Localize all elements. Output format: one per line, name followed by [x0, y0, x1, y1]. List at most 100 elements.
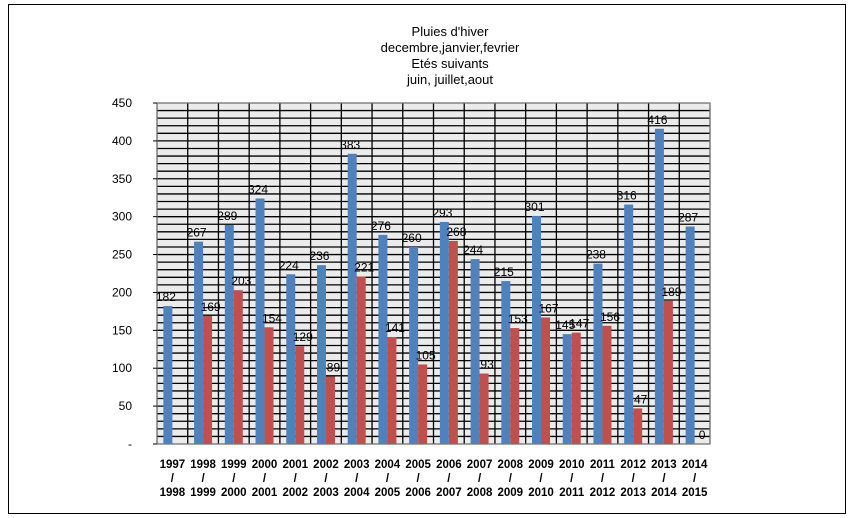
bar-summer — [325, 376, 335, 444]
data-label: 0 — [699, 428, 706, 442]
x-tick-label: / — [509, 473, 513, 485]
data-label: 416 — [647, 113, 667, 127]
bar-summer — [448, 240, 458, 444]
data-label: 147 — [569, 317, 589, 331]
bar-summer — [479, 373, 489, 444]
bar-winter — [163, 306, 173, 444]
x-tick-label: 2009 — [498, 487, 524, 499]
y-tick-label: 350 — [112, 172, 132, 186]
bar-winter — [532, 215, 542, 444]
bar-summer — [295, 346, 305, 444]
bar-summer — [264, 327, 274, 444]
y-tick-label: 250 — [112, 248, 132, 262]
x-tick-label: 2007 — [467, 459, 493, 471]
x-tick-label: / — [478, 473, 482, 485]
data-label: 236 — [309, 249, 329, 263]
bar-winter — [685, 226, 695, 444]
data-label: 287 — [678, 211, 698, 225]
x-tick-label: 2011 — [559, 487, 585, 499]
x-tick-label: / — [662, 473, 666, 485]
bar-winter — [316, 265, 326, 444]
data-label: 316 — [617, 189, 637, 203]
y-tick-label: 50 — [119, 399, 133, 413]
data-label: 289 — [217, 209, 237, 223]
bar-summer — [633, 408, 643, 444]
title-line: decembre,janvier,fevrier — [380, 40, 520, 55]
title-line: Etés suivants — [411, 56, 489, 71]
data-label: 203 — [231, 274, 251, 288]
bar-winter — [562, 334, 572, 444]
x-tick-label: 2007 — [436, 487, 462, 499]
x-tick-label: 1998 — [160, 487, 186, 499]
bar-winter — [439, 221, 449, 444]
data-label: 182 — [156, 290, 176, 304]
data-label: 238 — [586, 248, 606, 262]
bar-summer — [571, 332, 581, 444]
x-tick-label: 2005 — [375, 487, 401, 499]
bar-summer — [418, 364, 428, 444]
x-tick-label: 2015 — [682, 487, 708, 499]
bar-summer — [663, 300, 673, 444]
data-label: 267 — [187, 226, 207, 240]
bar-winter — [194, 241, 204, 444]
x-tick-label: / — [232, 473, 236, 485]
x-tick-label: / — [263, 473, 267, 485]
x-tick-label: 2014 — [682, 459, 708, 471]
x-tick-label: 2002 — [282, 487, 308, 499]
title-line: Pluies d'hiver — [411, 24, 489, 39]
chart-title: Pluies d'hiver decembre,janvier,fevrier … — [330, 24, 570, 88]
bar-winter — [501, 281, 511, 444]
x-tick-label: 2006 — [405, 487, 431, 499]
data-label: 105 — [416, 348, 436, 362]
y-tick-label: 450 — [112, 96, 132, 110]
x-tick-label: 1997 — [160, 459, 186, 471]
x-tick-label: 2005 — [405, 459, 431, 471]
x-tick-label: 2008 — [498, 459, 524, 471]
y-tick-label: - — [128, 437, 132, 451]
data-label: 324 — [248, 182, 268, 196]
bar-winter — [347, 153, 357, 444]
y-tick-label: 100 — [112, 361, 132, 375]
x-tick-label: 2012 — [590, 487, 616, 499]
x-tick-label: 2003 — [344, 459, 370, 471]
y-tick-label: 150 — [112, 323, 132, 337]
data-label: 268 — [446, 225, 466, 239]
y-tick-label: 300 — [112, 210, 132, 224]
x-tick-label: 2010 — [528, 487, 554, 499]
x-tick-label: / — [386, 473, 390, 485]
y-tick-label: 200 — [112, 285, 132, 299]
x-tick-label: / — [201, 473, 205, 485]
data-label: 383 — [340, 138, 360, 152]
x-tick-label: / — [539, 473, 543, 485]
y-tick-label: 400 — [112, 134, 132, 148]
data-label: 260 — [402, 231, 422, 245]
bar-winter — [286, 274, 296, 444]
x-tick-label: / — [693, 473, 697, 485]
x-tick-label: / — [324, 473, 328, 485]
data-label: 244 — [463, 243, 483, 257]
x-tick-label: 2004 — [344, 487, 370, 499]
plot-border — [156, 102, 711, 445]
x-tick-label: 2013 — [620, 487, 646, 499]
bar-winter — [224, 225, 234, 444]
bar-winter — [409, 246, 419, 444]
x-tick-label: 2006 — [436, 459, 462, 471]
data-label: 89 — [327, 361, 341, 375]
x-tick-label: 2011 — [590, 459, 616, 471]
data-label: 224 — [279, 258, 299, 272]
x-tick-label: / — [632, 473, 636, 485]
data-label: 156 — [600, 310, 620, 324]
bar-winter — [624, 204, 634, 444]
data-label: 169 — [201, 300, 221, 314]
x-tick-label: / — [171, 473, 175, 485]
data-label: 154 — [262, 311, 282, 325]
x-tick-label: / — [417, 473, 421, 485]
x-tick-label: 1998 — [190, 459, 216, 471]
data-label: 221 — [354, 261, 374, 275]
data-label: 276 — [371, 219, 391, 233]
x-tick-label: 2002 — [313, 459, 339, 471]
x-tick-label: 2003 — [313, 487, 339, 499]
bar-winter — [593, 263, 603, 444]
x-tick-label: 2000 — [252, 459, 278, 471]
bar-summer — [387, 337, 397, 444]
